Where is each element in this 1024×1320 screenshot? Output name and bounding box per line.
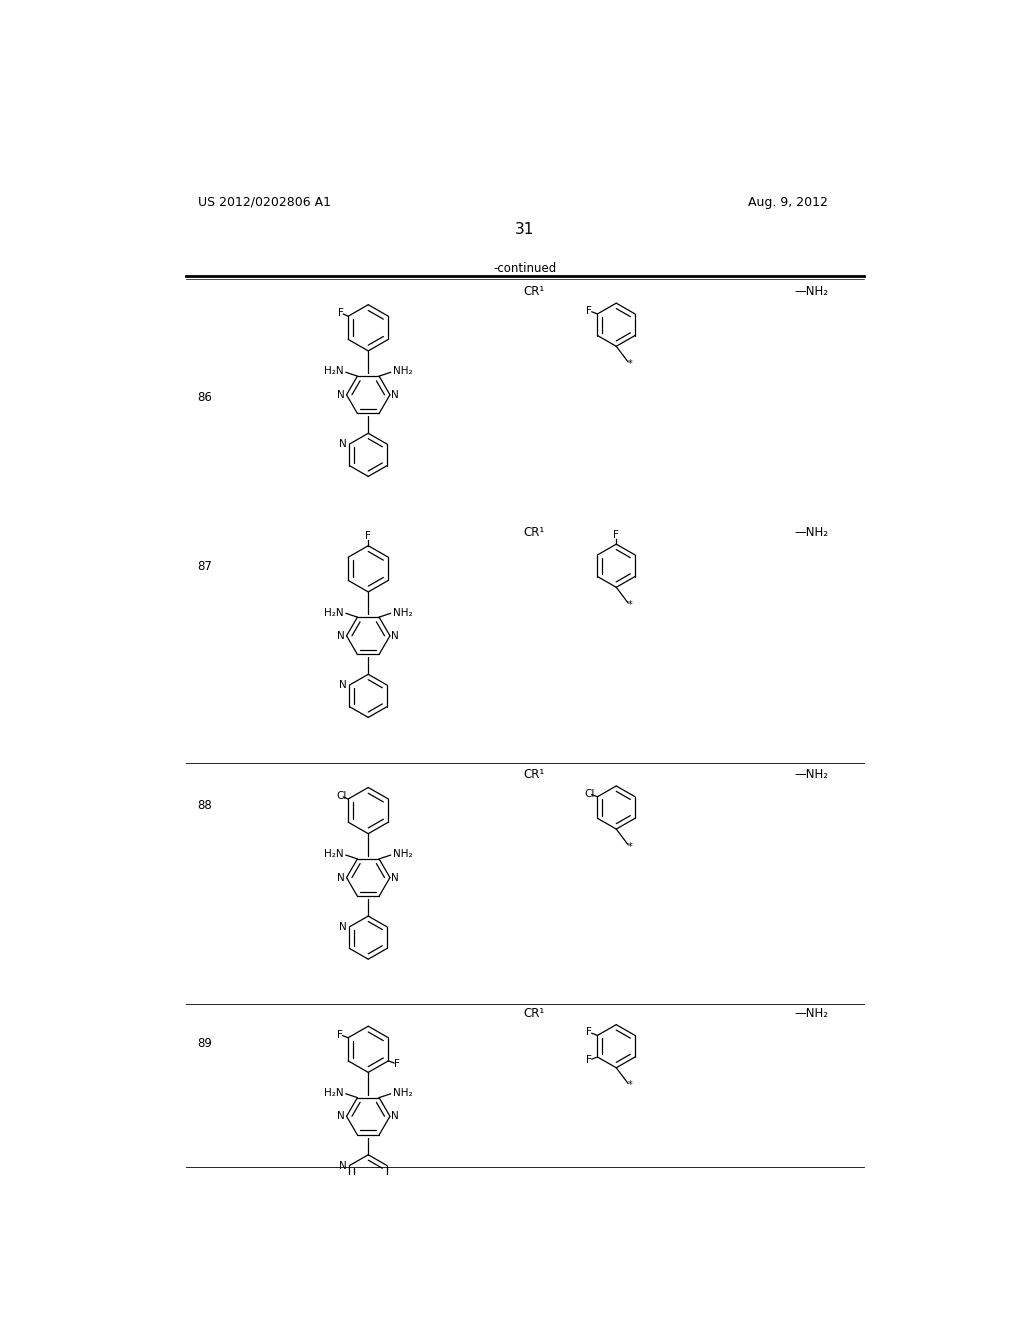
Text: NH₂: NH₂ [393,607,413,618]
Text: N: N [339,440,347,449]
Text: NH₂: NH₂ [393,367,413,376]
Text: *: * [628,842,633,851]
Text: F: F [393,1059,399,1069]
Text: H₂N: H₂N [324,607,343,618]
Text: 31: 31 [515,222,535,236]
Text: —NH₂: —NH₂ [795,768,828,781]
Text: -continued: -continued [494,261,556,275]
Text: CR¹: CR¹ [523,285,545,298]
Text: F: F [587,1027,592,1038]
Text: CR¹: CR¹ [523,527,545,539]
Text: Aug. 9, 2012: Aug. 9, 2012 [748,195,827,209]
Text: 86: 86 [198,391,213,404]
Text: N: N [391,631,399,640]
Text: Cl: Cl [585,788,595,799]
Text: 88: 88 [198,799,213,812]
Text: US 2012/0202806 A1: US 2012/0202806 A1 [198,195,331,209]
Text: F: F [339,308,344,318]
Text: 89: 89 [198,1038,213,1051]
Text: CR¹: CR¹ [523,1007,545,1019]
Text: —NH₂: —NH₂ [795,1007,828,1019]
Text: N: N [337,631,345,640]
Text: N: N [339,1160,347,1171]
Text: F: F [587,306,592,315]
Text: N: N [337,1111,345,1121]
Text: H₂N: H₂N [324,1088,343,1098]
Text: *: * [628,1081,633,1090]
Text: NH₂: NH₂ [393,1088,413,1098]
Text: *: * [628,359,633,370]
Text: *: * [628,601,633,610]
Text: N: N [337,389,345,400]
Text: N: N [391,873,399,883]
Text: —NH₂: —NH₂ [795,527,828,539]
Text: —NH₂: —NH₂ [795,285,828,298]
Text: Cl: Cl [336,791,346,801]
Text: H₂N: H₂N [324,849,343,859]
Text: 87: 87 [198,560,213,573]
Text: F: F [587,1055,592,1065]
Text: H₂N: H₂N [324,367,343,376]
Text: CR¹: CR¹ [523,768,545,781]
Text: NH₂: NH₂ [393,849,413,859]
Text: N: N [339,680,347,690]
Text: F: F [337,1030,343,1040]
Text: N: N [337,873,345,883]
Text: F: F [613,529,620,540]
Text: N: N [339,921,347,932]
Text: F: F [366,532,371,541]
Text: N: N [391,1111,399,1121]
Text: N: N [391,389,399,400]
